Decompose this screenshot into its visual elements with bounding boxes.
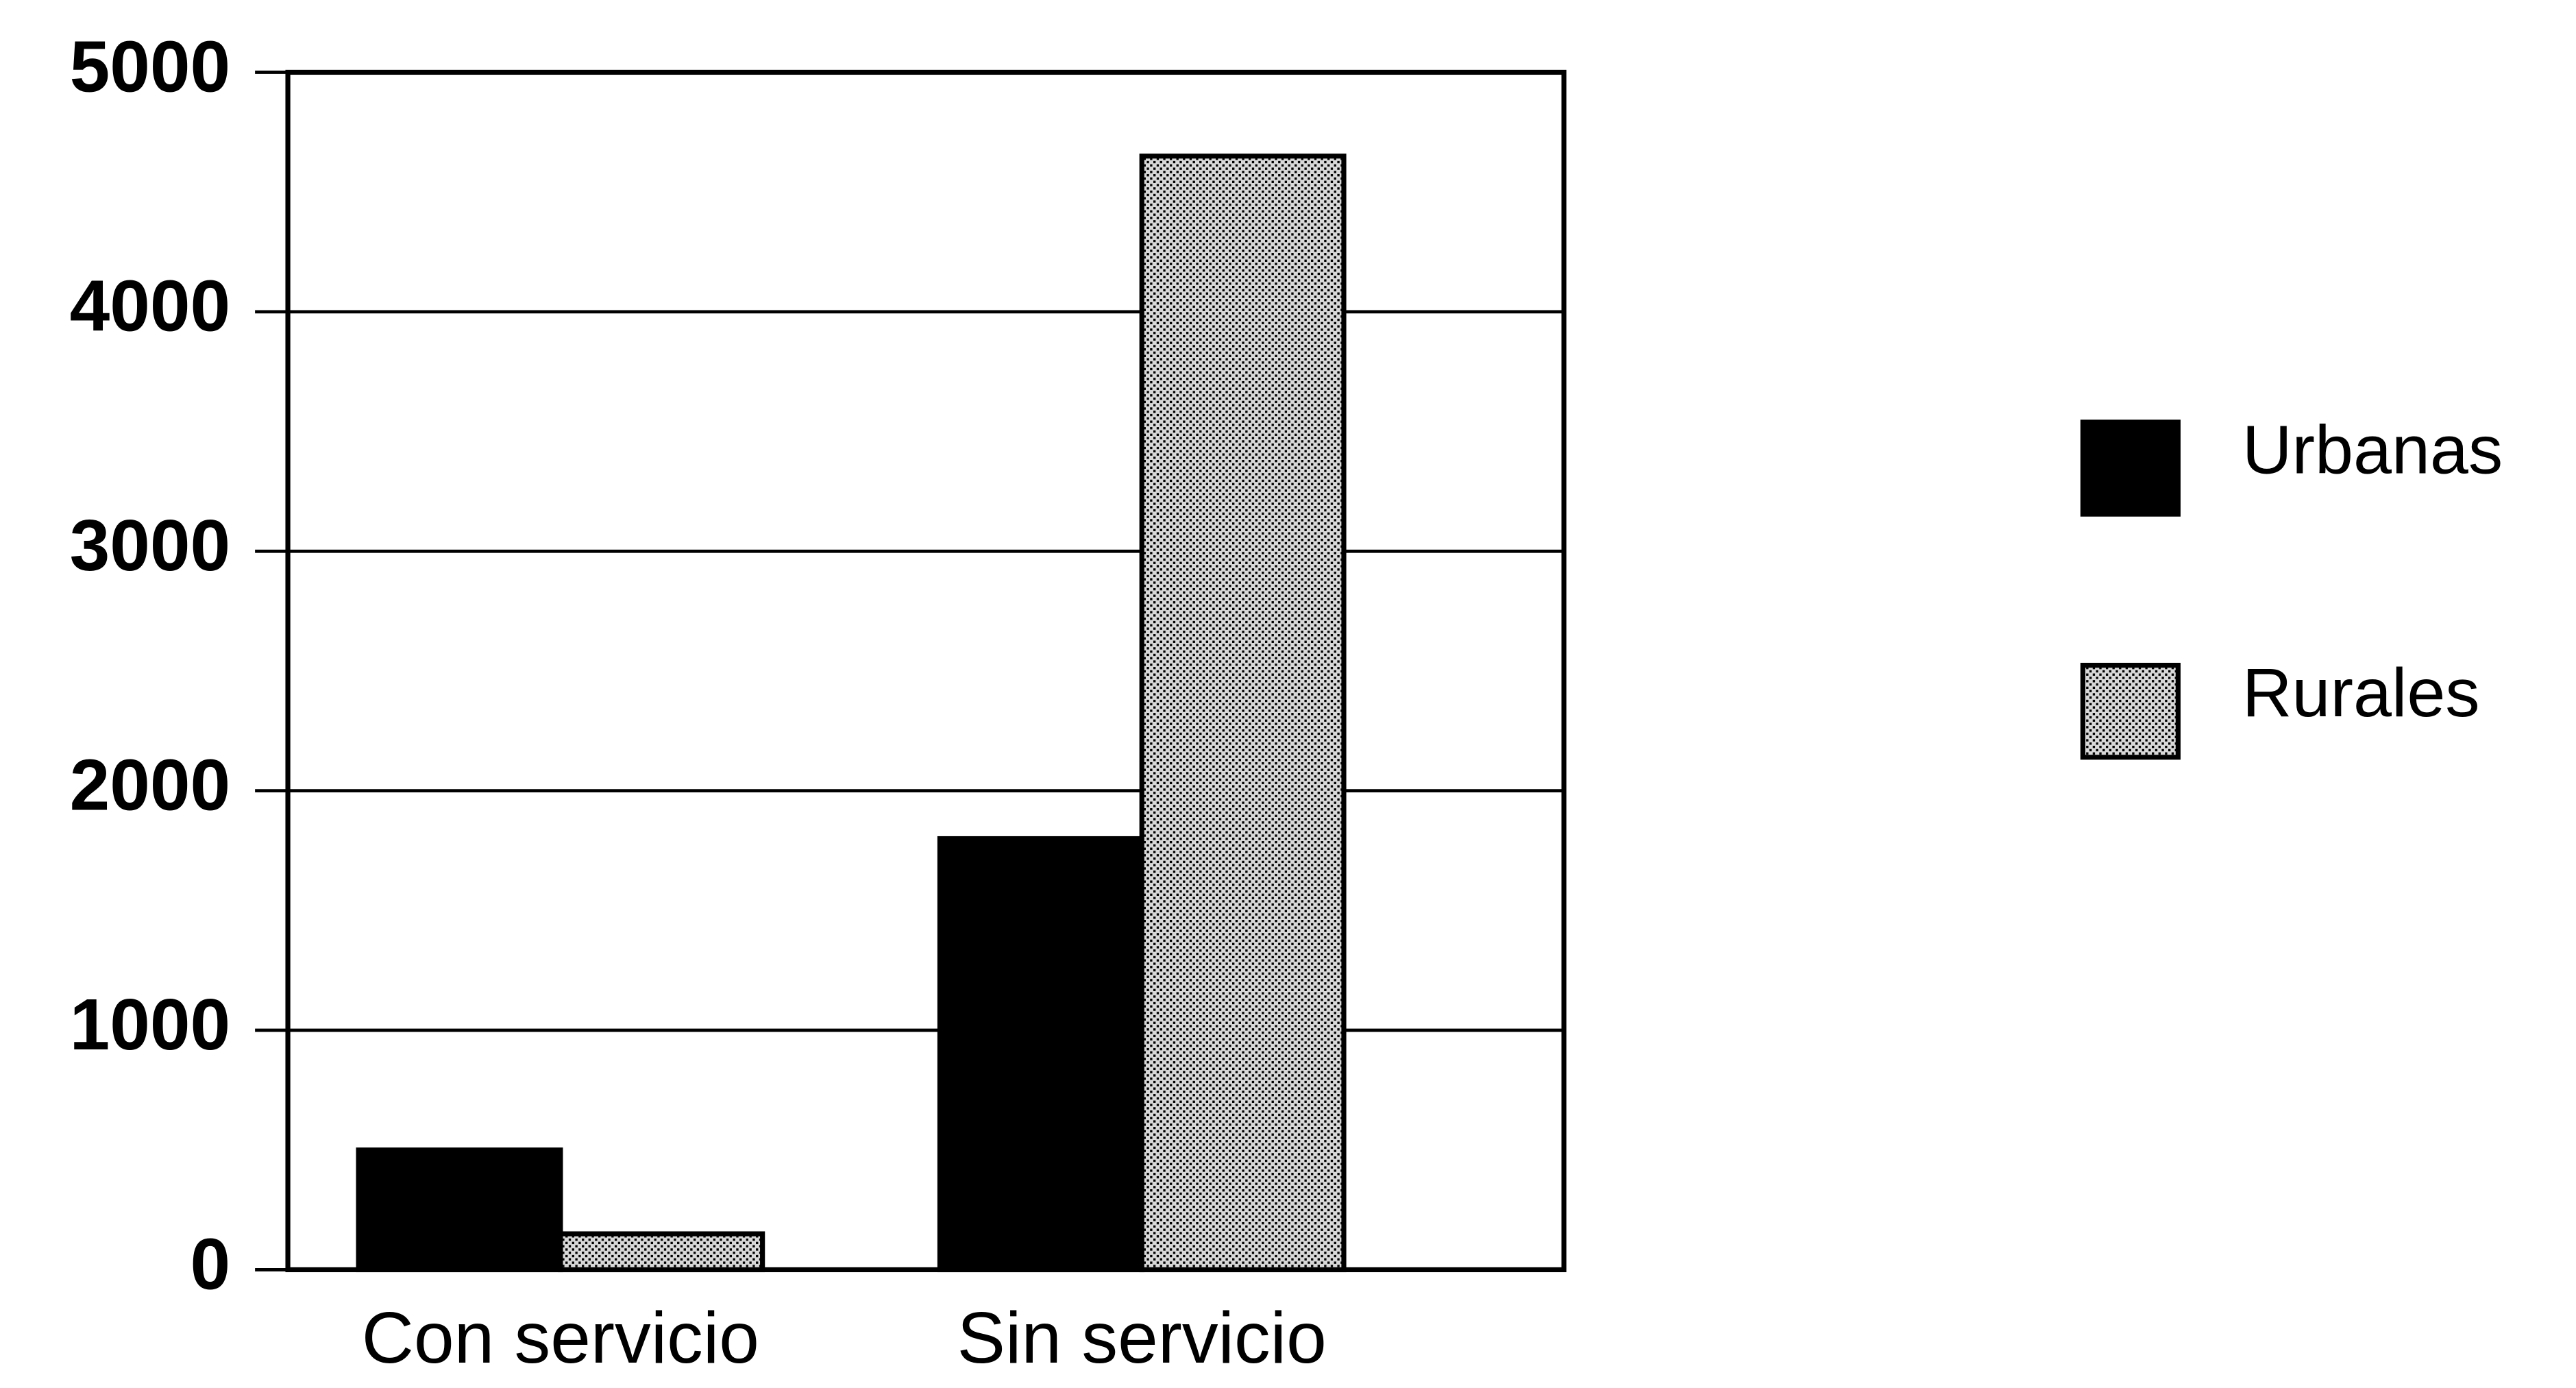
y-tick-label: 5000 xyxy=(70,27,231,107)
legend-label: Rurales xyxy=(2242,655,2480,731)
legend-swatch xyxy=(2080,419,2181,517)
legend-label: Urbanas xyxy=(2242,411,2503,488)
bar xyxy=(937,836,1144,1273)
x-tick-label: Sin servicio xyxy=(957,1298,1327,1378)
y-tick-label: 0 xyxy=(191,1224,231,1304)
x-tick-label: Con servicio xyxy=(362,1298,759,1378)
y-tick-label: 2000 xyxy=(70,746,231,826)
plot-frame xyxy=(285,69,1567,1273)
y-tick-label: 4000 xyxy=(70,267,231,347)
bar xyxy=(356,1147,563,1273)
bar xyxy=(1139,154,1347,1273)
legend-swatch xyxy=(2080,662,2181,760)
bar xyxy=(558,1231,765,1273)
y-tick-label: 3000 xyxy=(70,506,231,586)
y-tick-label: 1000 xyxy=(70,985,231,1065)
